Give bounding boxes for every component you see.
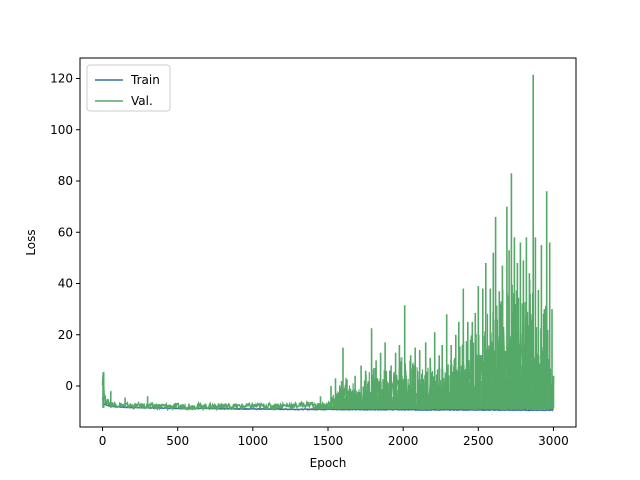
y-tick-label: 40 [58,277,73,291]
y-tick-label: 60 [58,225,73,239]
x-tick-label: 1000 [238,434,269,448]
y-axis-label: Loss [24,229,38,255]
legend: Train Val. [86,64,171,112]
x-tick-label: 3000 [538,434,569,448]
plot-area [101,74,555,412]
x-tick-label: 500 [166,434,189,448]
legend-label: Val. [131,94,153,108]
y-tick-label: 20 [58,328,73,342]
legend-label: Train [130,73,160,87]
axes: 0 500 1000 1500 2000 2500 3000 0 20 40 60 80 100 120 E… [24,57,577,470]
x-tick-label: 2500 [463,434,494,448]
x-tick-label: 2000 [388,434,419,448]
x-axis-label: Epoch [310,456,347,470]
y-tick-label: 120 [50,72,73,86]
y-tick-label: 80 [58,174,73,188]
x-tick-label: 1500 [313,434,344,448]
series-line-train [101,397,554,412]
x-tick-label: 0 [99,434,107,448]
y-tick-label: 100 [50,123,73,137]
legend-box [86,64,171,112]
y-tick-label: 0 [65,379,73,393]
